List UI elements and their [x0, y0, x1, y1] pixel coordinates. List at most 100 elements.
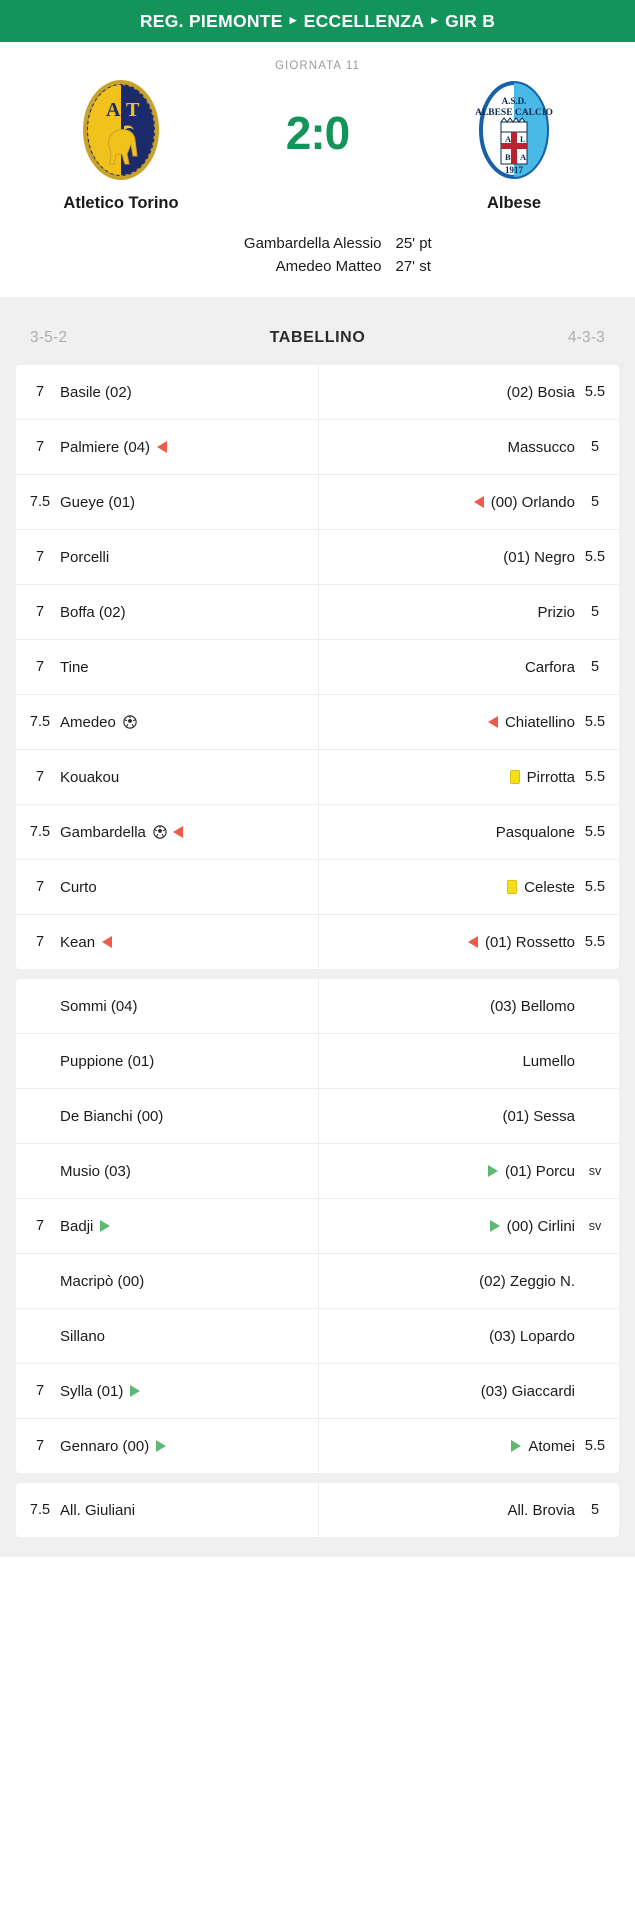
matchday-label: GIORNATA 11 — [275, 60, 360, 72]
player-name[interactable]: Curto — [60, 878, 97, 896]
player-name[interactable]: (01) Sessa — [502, 1107, 575, 1125]
player-rating: 5.5 — [584, 934, 606, 950]
player-name[interactable]: Pasqualone — [495, 823, 575, 841]
player-name[interactable]: Palmiere (04) — [60, 438, 151, 456]
player-name[interactable]: Prizio — [537, 603, 575, 621]
home-player-cell[interactable]: 7 Tine — [16, 640, 318, 694]
player-name[interactable]: Kean — [60, 933, 96, 951]
player-name[interactable]: Basile (02) — [60, 383, 132, 401]
away-player-cell[interactable]: (01) Rossetto 5.5 — [317, 915, 620, 969]
player-name[interactable]: All. Giuliani — [60, 1501, 136, 1519]
home-player-cell[interactable]: 7.5 Gambardella — [16, 805, 318, 859]
player-name[interactable]: Sillano — [60, 1327, 106, 1345]
away-player-cell[interactable]: Prizio 5 — [317, 585, 620, 639]
home-player-cell[interactable]: 7.5 Gueye (01) — [16, 475, 318, 529]
player-name[interactable]: Porcelli — [60, 548, 110, 566]
away-player-cell[interactable]: (01) Porcu sv — [317, 1144, 620, 1198]
player-name[interactable]: Lumello — [522, 1052, 575, 1070]
player-name[interactable]: Sommi (04) — [60, 997, 138, 1015]
lineup-row: 7 Basile (02) (02) Bosia 5.5 — [16, 365, 619, 420]
scoreboard: GIORNATA 11 A T Atletico Torino — [0, 42, 635, 297]
player-name[interactable]: Boffa (02) — [60, 603, 126, 621]
away-player-cell[interactable]: (02) Bosia 5.5 — [317, 365, 620, 419]
player-name[interactable]: (01) Negro — [503, 548, 575, 566]
lineup-row: 7.5 Gueye (01) (00) Orlando 5 — [16, 475, 619, 530]
player-name[interactable]: Atomei — [528, 1437, 575, 1455]
player-name[interactable]: Gennaro (00) — [60, 1437, 150, 1455]
player-name[interactable]: (01) Porcu — [504, 1162, 575, 1180]
player-name[interactable]: (00) Cirlini — [506, 1217, 575, 1235]
player-name[interactable]: Kouakou — [60, 768, 120, 786]
player-name[interactable]: All. Brovia — [507, 1501, 575, 1519]
away-player-cell[interactable]: All. Brovia 5 — [317, 1483, 620, 1537]
home-player-cell[interactable]: Macripò (00) — [16, 1254, 318, 1308]
player-name[interactable]: (00) Orlando — [490, 493, 575, 511]
home-player-cell[interactable]: 7 Basile (02) — [16, 365, 318, 419]
player-name[interactable]: Carfora — [524, 658, 575, 676]
player-name[interactable]: Pirrotta — [526, 768, 575, 786]
home-player-cell[interactable]: 7 Badji — [16, 1199, 318, 1253]
player-name[interactable]: (03) Bellomo — [489, 997, 575, 1015]
player-event-icons — [156, 1440, 167, 1452]
player-name[interactable]: Chiatellino — [504, 713, 575, 731]
player-name[interactable]: Massucco — [507, 438, 575, 456]
competition-breadcrumb-bar[interactable]: REG. PIEMONTE ▸ ECCELLENZA ▸ GIR B — [0, 0, 635, 42]
sub-in-icon — [489, 1220, 500, 1232]
home-player-cell[interactable]: Puppione (01) — [16, 1034, 318, 1088]
home-player-cell[interactable]: Sommi (04) — [16, 979, 318, 1033]
home-player-cell[interactable]: 7.5 Amedeo — [16, 695, 318, 749]
home-player-cell[interactable]: 7 Kean — [16, 915, 318, 969]
player-name[interactable]: (03) Lopardo — [489, 1327, 575, 1345]
away-player-cell[interactable]: (03) Giaccardi — [317, 1364, 620, 1418]
player-name[interactable]: (02) Bosia — [506, 383, 575, 401]
player-name[interactable]: Macripò (00) — [60, 1272, 145, 1290]
player-name[interactable]: Sylla (01) — [60, 1382, 124, 1400]
away-team[interactable]: A.S.D. ALBESE CALCIO A L B A 1917 Albese — [407, 78, 621, 213]
player-name[interactable]: De Bianchi (00) — [60, 1107, 164, 1125]
home-team[interactable]: A T Atletico Torino — [14, 78, 228, 213]
away-player-cell[interactable]: (01) Sessa — [317, 1089, 620, 1143]
lineup-row: Musio (03) (01) Porcu sv — [16, 1144, 619, 1199]
home-player-cell[interactable]: Musio (03) — [16, 1144, 318, 1198]
away-player-cell[interactable]: (03) Bellomo — [317, 979, 620, 1033]
home-player-cell[interactable]: 7 Boffa (02) — [16, 585, 318, 639]
home-player-cell[interactable]: 7 Gennaro (00) — [16, 1419, 318, 1473]
player-name[interactable]: Amedeo — [60, 713, 116, 731]
away-player-cell[interactable]: (02) Zeggio N. — [317, 1254, 620, 1308]
away-player-cell[interactable]: Atomei 5.5 — [317, 1419, 620, 1473]
away-player-cell[interactable]: (03) Lopardo — [317, 1309, 620, 1363]
away-player-cell[interactable]: Massucco 5 — [317, 420, 620, 474]
away-player-cell[interactable]: Celeste 5.5 — [317, 860, 620, 914]
home-player-cell[interactable]: 7 Sylla (01) — [16, 1364, 318, 1418]
home-player-cell[interactable]: 7 Palmiere (04) — [16, 420, 318, 474]
home-player-cell[interactable]: 7 Curto — [16, 860, 318, 914]
away-player-cell[interactable]: Chiatellino 5.5 — [317, 695, 620, 749]
player-name[interactable]: Musio (03) — [60, 1162, 131, 1180]
player-rating: 5.5 — [584, 1438, 606, 1454]
home-player-cell[interactable]: 7 Kouakou — [16, 750, 318, 804]
player-name[interactable]: Gueye (01) — [60, 493, 136, 511]
player-name[interactable]: Badji — [60, 1217, 94, 1235]
home-player-cell[interactable]: De Bianchi (00) — [16, 1089, 318, 1143]
sub-out-icon — [157, 441, 168, 453]
away-player-cell[interactable]: Pirrotta 5.5 — [317, 750, 620, 804]
tabellino-title: TABELLINO — [269, 329, 366, 346]
away-player-cell[interactable]: (00) Cirlini sv — [317, 1199, 620, 1253]
player-name[interactable]: (02) Zeggio N. — [479, 1272, 575, 1290]
away-player-cell[interactable]: (01) Negro 5.5 — [317, 530, 620, 584]
away-player-cell[interactable]: Lumello — [317, 1034, 620, 1088]
player-name[interactable]: Celeste — [524, 878, 575, 896]
player-name[interactable]: Puppione (01) — [60, 1052, 155, 1070]
away-player-cell[interactable]: Carfora 5 — [317, 640, 620, 694]
home-player-cell[interactable]: 7.5 All. Giuliani — [16, 1483, 318, 1537]
away-player-cell[interactable]: (00) Orlando 5 — [317, 475, 620, 529]
player-name[interactable]: Tine — [60, 658, 89, 676]
player-name[interactable]: (03) Giaccardi — [480, 1382, 575, 1400]
home-player-cell[interactable]: Sillano — [16, 1309, 318, 1363]
player-name[interactable]: (01) Rossetto — [484, 933, 575, 951]
coaches-table: 7.5 All. Giuliani All. Brovia 5 — [16, 1483, 619, 1537]
atletico-torino-crest: A T — [80, 78, 162, 182]
home-player-cell[interactable]: 7 Porcelli — [16, 530, 318, 584]
away-player-cell[interactable]: Pasqualone 5.5 — [317, 805, 620, 859]
player-name[interactable]: Gambardella — [60, 823, 146, 841]
